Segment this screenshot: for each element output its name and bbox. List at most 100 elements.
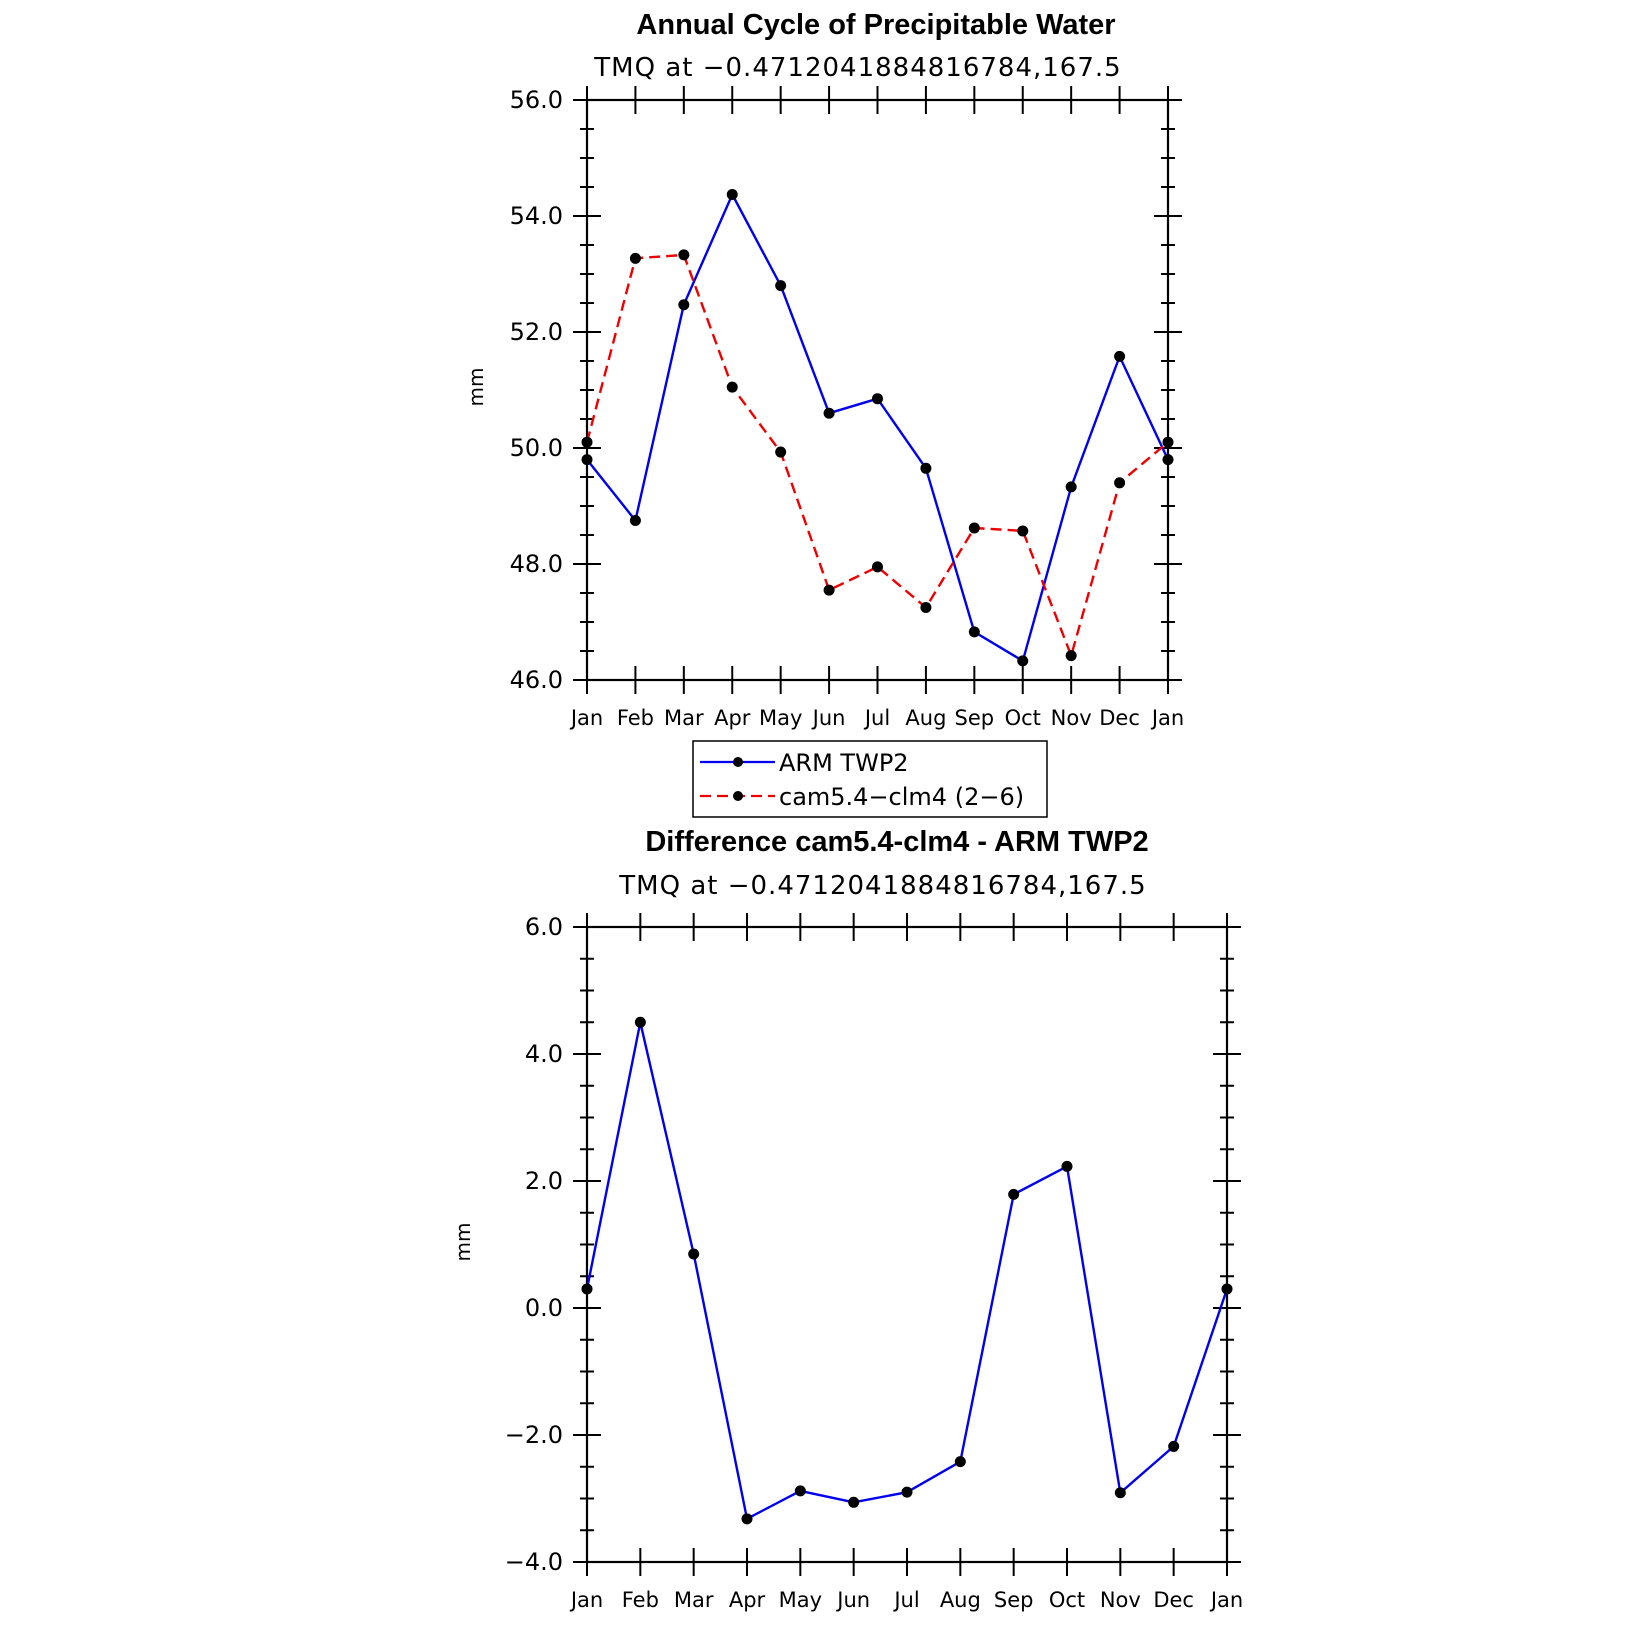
x-tick-label: May: [779, 1588, 822, 1612]
data-point: [581, 454, 593, 466]
data-point: [823, 584, 835, 596]
data-point: [1017, 525, 1029, 537]
data-point: [872, 561, 883, 573]
legend-entry-cam5: cam5.4−clm4 (2−6): [700, 783, 1024, 811]
panel-title: Annual Cycle of Precipitable Water: [636, 9, 1115, 41]
data-point: [581, 436, 593, 448]
x-tick-label: Nov: [1051, 706, 1092, 730]
x-tick-label: Oct: [1005, 706, 1041, 730]
annual-cycle-panel: Annual Cycle of Precipitable Water TMQ a…: [464, 9, 1184, 730]
series-line-1: [585, 253, 1169, 657]
y-tick-label: 50.0: [510, 434, 563, 462]
x-tick-label: Jan: [1209, 1588, 1243, 1612]
x-tick-label: Jun: [811, 706, 846, 730]
data-point: [629, 252, 641, 264]
x-tick-label: Sep: [955, 706, 995, 730]
x-tick-label: Oct: [1049, 1588, 1085, 1612]
y-tick-label: 48.0: [510, 550, 563, 578]
data-point: [872, 393, 883, 405]
legend: ARM TWP2 cam5.4−clm4 (2−6): [692, 740, 1048, 818]
y-tick-label: −2.0: [505, 1421, 563, 1449]
data-point: [1114, 1487, 1126, 1499]
legend-marker-arm-twp2: [733, 757, 743, 767]
x-tick-label: Jan: [569, 706, 603, 730]
x-tick-label: Jun: [835, 1588, 870, 1612]
plot-area: −4.0 −2.0 0.0 2.0 4.0 6.0 Jan Feb Mar Apr May Jun Ju…: [505, 913, 1243, 1612]
data-point: [794, 1485, 806, 1497]
data-point: [1221, 1283, 1233, 1295]
data-point: [678, 249, 690, 261]
x-tick-label: Aug: [940, 1588, 981, 1612]
x-tick-label: Dec: [1099, 706, 1140, 730]
plot-area: 46.0 48.0 50.0 52.0 54.0 56.0 Jan Feb Mar Apr May J…: [510, 86, 1184, 730]
plot-frame: [585, 98, 1170, 682]
data-point: [848, 1496, 860, 1508]
data-point: [581, 1283, 593, 1295]
x-tick-label: Mar: [664, 706, 704, 730]
y-tick-label: 52.0: [510, 318, 563, 346]
data-point: [920, 602, 932, 613]
panel-title: Difference cam5.4-clm4 - ARM TWP2: [645, 826, 1148, 858]
series-line-0: [586, 193, 1170, 663]
x-tick-label: Feb: [622, 1588, 659, 1612]
data-point: [1061, 1160, 1073, 1172]
data-point: [1114, 350, 1126, 362]
data-point: [901, 1486, 913, 1498]
x-tick-label: Feb: [617, 706, 654, 730]
y-tick-label: 54.0: [510, 202, 563, 230]
y-axis-label: mm: [451, 1223, 475, 1262]
y-tick-label: 2.0: [525, 1167, 563, 1195]
x-tick-label: Apr: [729, 1588, 766, 1612]
panel-subtitle: TMQ at −0.4712041884816784,167.5: [593, 53, 1121, 83]
legend-marker-cam5: [733, 791, 743, 801]
data-point: [688, 1248, 700, 1260]
data-point: [1162, 436, 1174, 448]
difference-panel: Difference cam5.4-clm4 - ARM TWP2 TMQ at…: [451, 826, 1243, 1612]
x-tick-label: Apr: [714, 706, 751, 730]
x-tick-label: Nov: [1100, 1588, 1141, 1612]
x-tick-label: Jan: [569, 1588, 603, 1612]
y-tick-label: 0.0: [525, 1294, 563, 1322]
data-point: [775, 280, 787, 292]
series-line-0: [585, 1021, 1229, 1521]
legend-label-cam5: cam5.4−clm4 (2−6): [779, 783, 1024, 811]
data-point: [678, 299, 690, 311]
y-tick-label: −4.0: [505, 1548, 563, 1576]
data-point: [954, 1456, 966, 1468]
data-point: [823, 407, 835, 419]
x-tick-label: Jan: [1150, 706, 1184, 730]
data-point: [968, 626, 980, 638]
x-tick-label: Dec: [1153, 1588, 1194, 1612]
data-point: [1017, 655, 1029, 667]
data-point: [1065, 481, 1077, 493]
data-point: [1065, 650, 1077, 662]
x-tick-label: Jul: [863, 706, 890, 730]
legend-box: [692, 740, 1048, 818]
x-tick-label: Jul: [892, 1588, 919, 1612]
data-point: [1008, 1188, 1020, 1200]
data-point: [920, 462, 932, 474]
legend-label-arm-twp2: ARM TWP2: [779, 749, 909, 777]
panel-subtitle: TMQ at −0.4712041884816784,167.5: [618, 871, 1146, 901]
data-point: [1168, 1440, 1180, 1452]
plot-frame: [585, 925, 1229, 1564]
data-point: [968, 522, 980, 534]
data-point: [1162, 454, 1174, 466]
data-point: [741, 1513, 753, 1525]
y-tick-label: 4.0: [525, 1040, 563, 1068]
data-point: [726, 381, 738, 393]
x-tick-label: Mar: [674, 1588, 714, 1612]
data-point: [1114, 477, 1126, 489]
data-point: [629, 515, 641, 526]
x-tick-label: Sep: [994, 1588, 1034, 1612]
legend-entry-arm-twp2: ARM TWP2: [700, 749, 909, 777]
y-axis-label: mm: [464, 368, 488, 407]
y-tick-label: 56.0: [510, 86, 563, 114]
x-tick-label: May: [759, 706, 802, 730]
x-tick-label: Aug: [905, 706, 946, 730]
y-tick-label: 46.0: [510, 666, 563, 694]
data-point: [726, 189, 738, 201]
y-tick-label: 6.0: [525, 913, 563, 941]
data-point: [775, 446, 787, 458]
